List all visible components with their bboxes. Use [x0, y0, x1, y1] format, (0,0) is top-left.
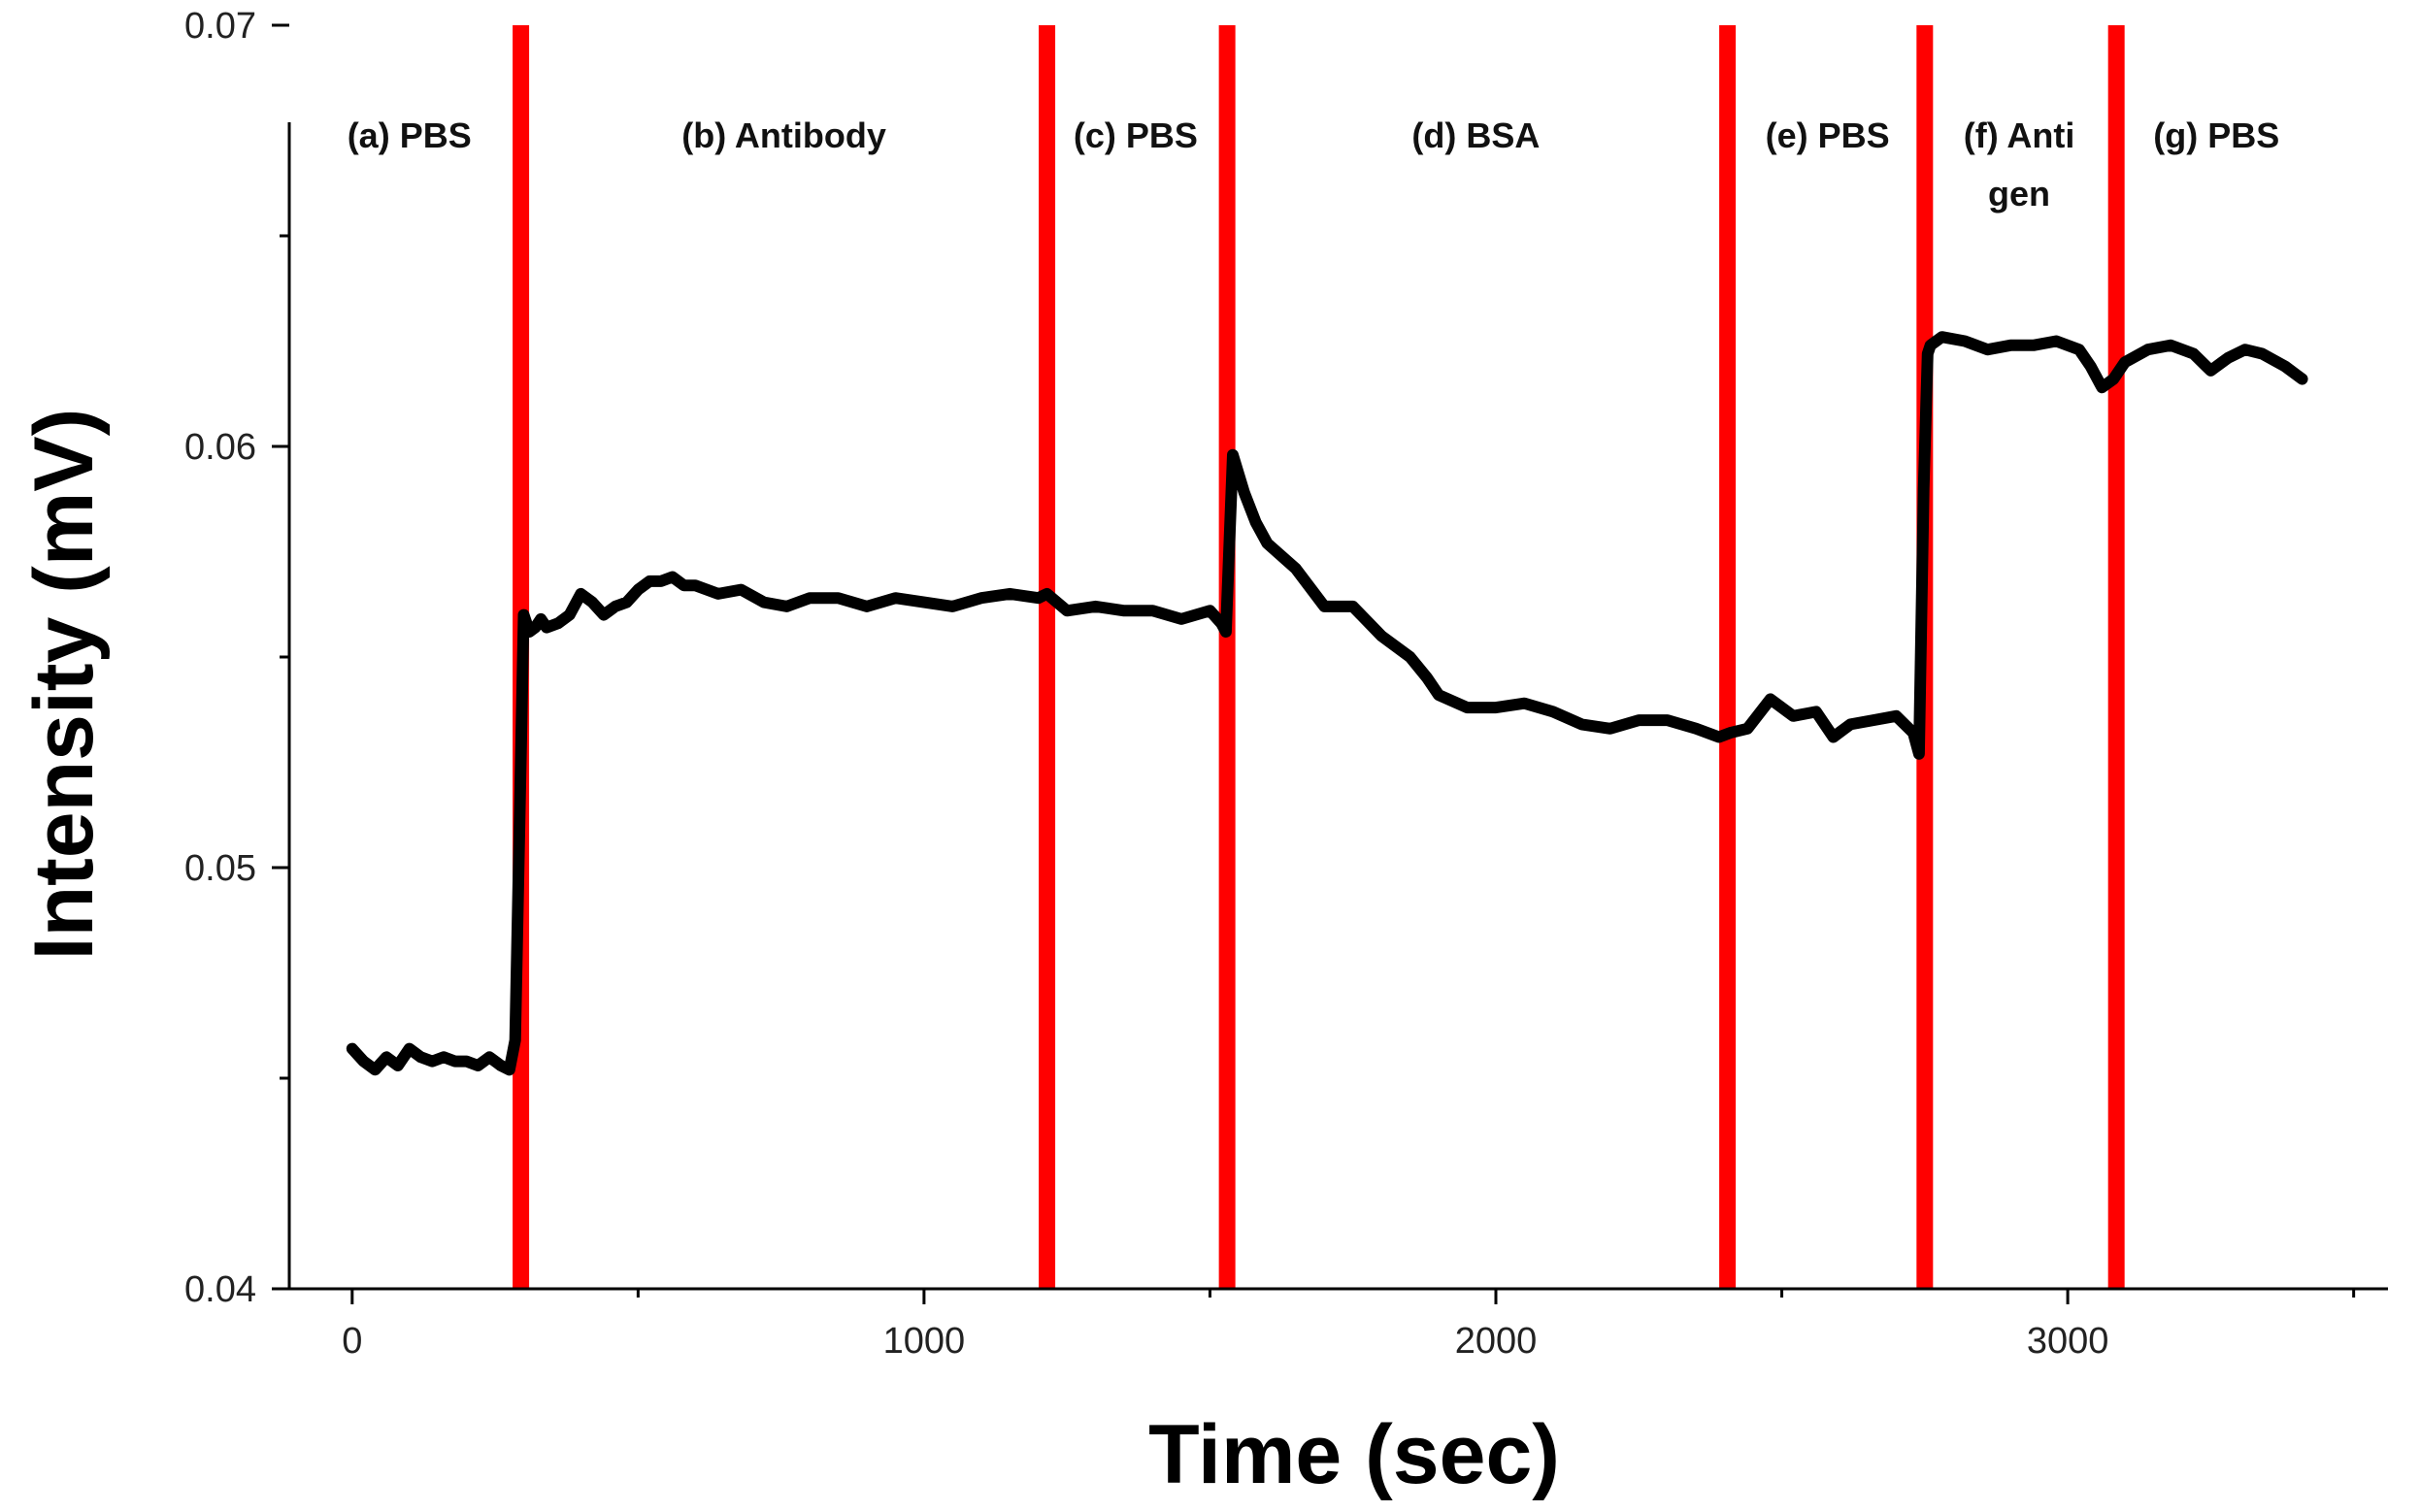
y-tick-label-1: 0.05: [184, 848, 256, 889]
phase-label-1: (a) PBS: [348, 115, 472, 155]
phase-label-7: (g) PBS: [2153, 115, 2279, 155]
y-tick-label-0: 0.04: [184, 1269, 256, 1310]
phase-label-2: (b) Antibody: [681, 115, 886, 155]
x-tick-label-3000: 3000: [2027, 1321, 2109, 1362]
x-tick-label-1000: 1000: [883, 1321, 966, 1362]
x-tick-label-2000: 2000: [1455, 1321, 1538, 1362]
series-layer: [346, 331, 2308, 1076]
phase-label-4: (d) BSA: [1411, 115, 1540, 155]
phase-dividers: [513, 25, 2125, 1289]
axes: 0 1000 2000 3000 0.04 0.05 0.06 0.07: [184, 6, 2388, 1362]
phase-label-6: (f) Anti gen: [1964, 115, 2075, 214]
phase-labels: (a) PBS (b) Antibody (c) PBS (d) BSA (e) PBS…: [348, 115, 2280, 214]
phase-label-3: (c) PBS: [1074, 115, 1198, 155]
series-line-1: [346, 331, 2308, 1076]
x-axis-title: Time (sec): [1148, 1408, 1560, 1501]
y-tick-label-2: 0.06: [184, 427, 256, 468]
phase-label-5: (e) PBS: [1766, 115, 1890, 155]
y-axis-title: Intensity (mV): [17, 409, 111, 961]
y-tick-label-3: 0.07: [184, 6, 256, 47]
x-tick-label-0: 0: [342, 1321, 362, 1362]
